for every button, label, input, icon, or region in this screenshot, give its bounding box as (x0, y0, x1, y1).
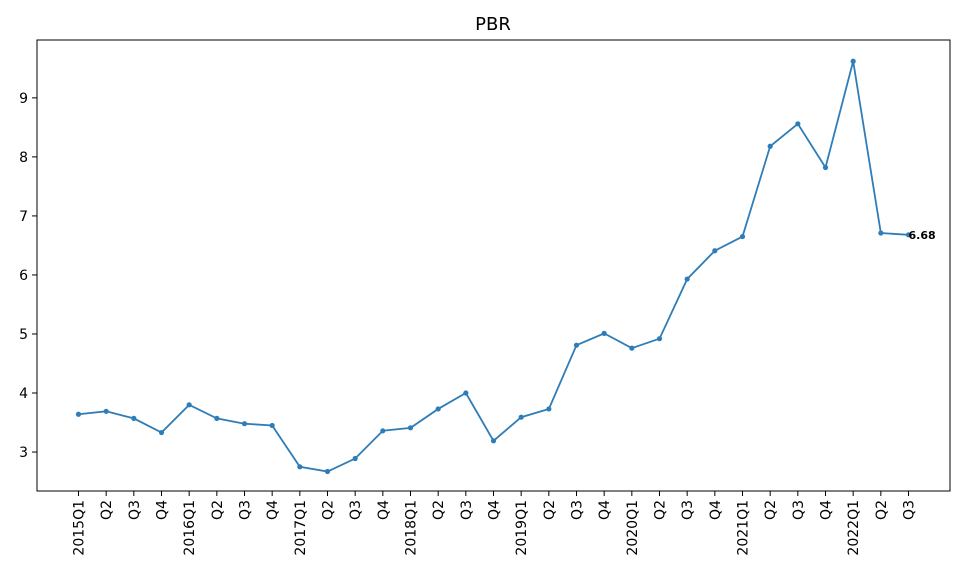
point (297, 464, 303, 470)
point (490, 438, 497, 444)
x-tick-label: 2017Q1 (293, 500, 309, 556)
x-tick-label: Q3 (791, 500, 807, 520)
x-tick-label: Q2 (321, 500, 337, 520)
point (269, 422, 275, 429)
point (241, 421, 248, 427)
point (463, 390, 469, 396)
point (380, 428, 386, 434)
x-tick-label: Q2 (431, 500, 447, 520)
x-tick-label: Q3 (459, 500, 475, 520)
point (767, 143, 773, 149)
x-tick-label: 2016Q1 (182, 500, 198, 556)
plot-frame (36, 39, 951, 492)
x-tick-label: Q3 (348, 500, 364, 520)
point (712, 248, 718, 254)
y-tick-label: 7 (19, 209, 28, 225)
y-tick-label: 3 (19, 445, 28, 461)
point (186, 402, 192, 408)
point (131, 415, 137, 421)
point (352, 455, 358, 462)
x-tick-label: 2019Q1 (514, 500, 530, 556)
point (878, 230, 884, 236)
point (629, 345, 635, 351)
chart-title: PBR (475, 14, 511, 35)
point (850, 58, 856, 64)
x-tick-label: Q2 (763, 500, 779, 520)
y-tick-label: 5 (19, 327, 28, 343)
x-tick-label: Q3 (570, 500, 586, 520)
point (75, 411, 82, 417)
point (103, 408, 109, 414)
point (546, 406, 552, 412)
x-tick-label: 2015Q1 (72, 500, 88, 556)
point (656, 336, 663, 342)
x-tick-label: Q2 (874, 500, 890, 520)
x-tick-label: Q2 (210, 500, 226, 520)
data-label: 6.68 (909, 229, 936, 242)
line (78, 61, 909, 473)
point (684, 276, 690, 282)
point (435, 406, 441, 412)
x-tick-label: Q2 (653, 500, 669, 520)
y-tick-label: 6 (19, 268, 28, 284)
x-tick-label: 2021Q1 (736, 500, 752, 556)
point (407, 425, 414, 431)
x-tick-label: Q3 (238, 500, 254, 520)
point (822, 164, 829, 171)
x-tick-label: Q4 (708, 500, 724, 520)
x-tick-label: Q4 (819, 500, 835, 520)
point (795, 121, 801, 127)
x-tick-label: Q4 (265, 500, 281, 520)
x-tick-label: Q3 (902, 500, 918, 520)
point (518, 414, 524, 420)
x-tick-label: Q4 (487, 500, 503, 520)
x-tick-label: Q3 (127, 500, 143, 520)
point (158, 429, 165, 436)
y-tick-label: 8 (19, 150, 28, 166)
x-tick-label: Q4 (597, 500, 613, 520)
x-tick-label: 2018Q1 (404, 500, 420, 556)
point (214, 415, 220, 421)
point (573, 342, 580, 348)
x-tick-label: Q2 (542, 500, 558, 520)
point (601, 330, 607, 336)
point (324, 468, 331, 475)
y-tick-label: 4 (19, 386, 28, 402)
x-tick-label: Q4 (376, 500, 392, 520)
x-tick-label: 2020Q1 (625, 500, 641, 556)
y-tick-label: 9 (19, 91, 28, 107)
x-tick-label: 2022Q1 (846, 500, 862, 556)
x-tick-label: Q4 (155, 500, 171, 520)
point (905, 232, 912, 238)
x-tick-label: Q2 (99, 500, 115, 520)
x-tick-label: Q3 (680, 500, 696, 520)
point (739, 233, 746, 240)
